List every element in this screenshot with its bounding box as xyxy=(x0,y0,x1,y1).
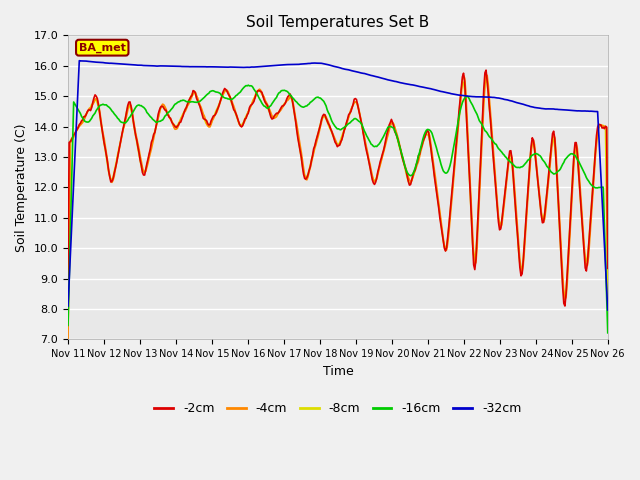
Y-axis label: Soil Temperature (C): Soil Temperature (C) xyxy=(15,123,28,252)
Text: BA_met: BA_met xyxy=(79,43,125,53)
Legend: -2cm, -4cm, -8cm, -16cm, -32cm: -2cm, -4cm, -8cm, -16cm, -32cm xyxy=(149,397,527,420)
X-axis label: Time: Time xyxy=(323,365,353,378)
Title: Soil Temperatures Set B: Soil Temperatures Set B xyxy=(246,15,429,30)
